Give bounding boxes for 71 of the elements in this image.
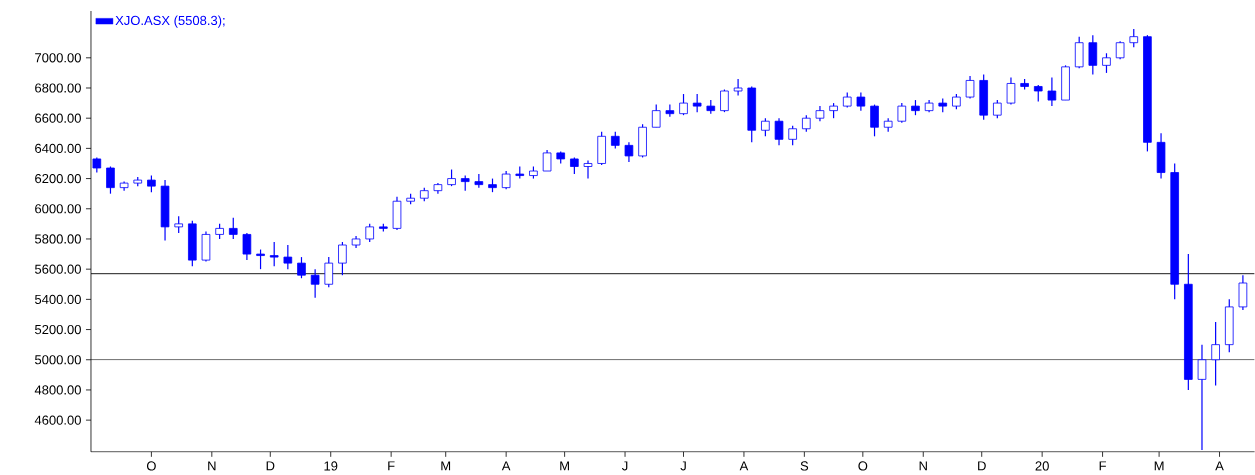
candlestick [228, 217, 238, 240]
x-tick-label: F [1099, 461, 1107, 471]
candlestick [1211, 321, 1220, 387]
candlestick [256, 248, 265, 270]
x-tick-label: D [266, 461, 275, 471]
x-tick-label: 20 [1035, 461, 1049, 471]
candlestick [1197, 344, 1207, 451]
candlestick [870, 104, 879, 137]
y-tick-label: 6600.00 [35, 113, 81, 123]
candlestick [583, 159, 593, 180]
candlestick [269, 241, 279, 267]
candlestick [1102, 52, 1111, 74]
y-tick-label: 7000.00 [35, 53, 81, 63]
y-tick-label: 6000.00 [35, 204, 81, 214]
candlestick [1238, 274, 1248, 311]
x-tick-label: M [1154, 461, 1164, 471]
x-tick-label: F [388, 461, 395, 471]
y-tick-label: 4800.00 [34, 385, 81, 395]
y-tick-label: 6800.00 [35, 83, 81, 93]
candlestick [1088, 34, 1098, 76]
x-tick-label: M [441, 461, 451, 471]
candlestick [242, 232, 252, 261]
y-tick-label: 6200.00 [35, 174, 81, 184]
candlestick [283, 244, 293, 270]
x-tick-label: A [739, 461, 749, 471]
candlestick [733, 78, 743, 97]
x-tick-label: J [621, 461, 628, 471]
x-tick-label: N [919, 461, 927, 471]
x-tick-label: D [978, 461, 986, 471]
candlestick [788, 125, 797, 147]
candlestick [993, 99, 1002, 119]
y-tick-label: 4600.00 [34, 415, 81, 425]
candlestick [774, 117, 784, 147]
x-tick-label: M [560, 461, 569, 471]
candlestick [310, 268, 320, 299]
candlestick [856, 91, 866, 112]
x-tick-label: O [858, 461, 868, 471]
y-tick-label: 5400.00 [34, 294, 81, 304]
candlestick [897, 102, 907, 124]
legend-label: XJO.ASX (5508.3); [115, 15, 225, 28]
x-tick-label: S [800, 461, 809, 471]
x-tick-label: O [146, 461, 156, 471]
y-tick-label: 5800.00 [34, 234, 81, 244]
y-tick-label: 5600.00 [34, 264, 81, 274]
candlestick [665, 104, 675, 118]
candlestick [651, 104, 661, 128]
x-tick-label: A [1215, 461, 1224, 471]
candlestick [474, 173, 484, 189]
x-tick-label: A [501, 461, 511, 471]
candlestick [501, 170, 511, 190]
x-tick-label: J [680, 461, 686, 471]
candlestick [297, 256, 306, 279]
candlestick [761, 117, 770, 137]
y-tick-label: 5000.00 [34, 355, 81, 365]
candlestick [692, 93, 702, 113]
candlestick [624, 141, 634, 163]
x-tick-label: N [208, 461, 216, 471]
candlestick [106, 165, 115, 195]
x-tick-label: 19 [324, 461, 338, 471]
candlestick [324, 256, 334, 288]
candlestick [1129, 28, 1139, 48]
y-tick-label: 5200.00 [34, 325, 81, 335]
candlestick [365, 223, 374, 243]
candlestick [1006, 76, 1016, 106]
candlestick [1047, 76, 1057, 107]
candlestick [965, 75, 975, 100]
candlestick [679, 93, 688, 116]
y-tick-label: 6400.00 [35, 143, 81, 154]
candlestick [338, 241, 347, 276]
candlestick [1115, 40, 1125, 60]
candlestick [542, 149, 552, 172]
